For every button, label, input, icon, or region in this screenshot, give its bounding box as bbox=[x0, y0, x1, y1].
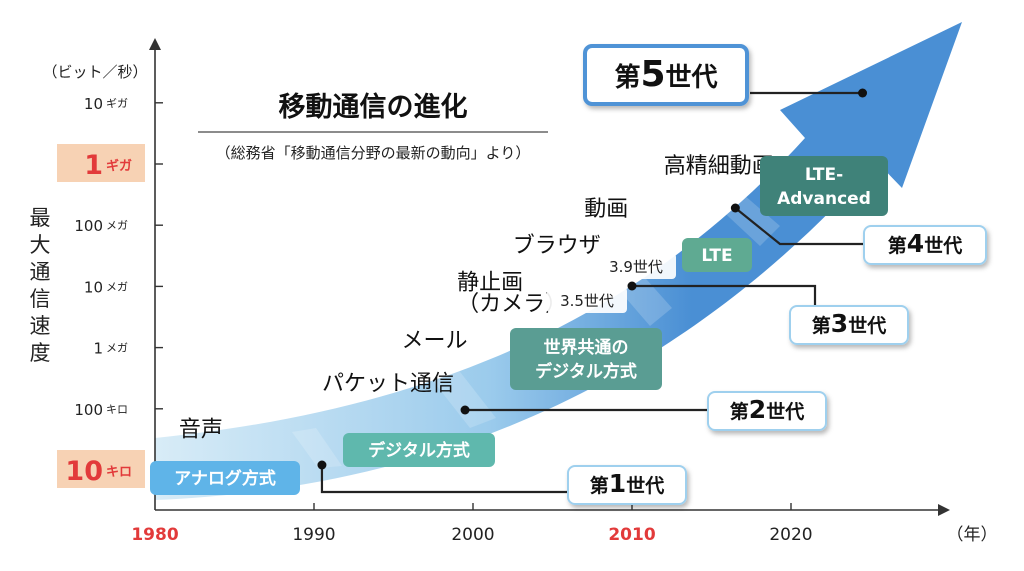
x-unit-label: （年） bbox=[947, 525, 998, 545]
y-tick-label: 10 メガ bbox=[84, 278, 128, 296]
generation-badge-bg bbox=[789, 305, 909, 345]
y-tick-label: 100 メガ bbox=[74, 217, 128, 235]
sub-generation-text: 3.9世代 bbox=[609, 258, 663, 276]
generation-badge: 第5世代 bbox=[583, 44, 749, 106]
chart-title-block: 移動通信の進化 （総務省「移動通信分野の最新の動向」より） bbox=[198, 92, 548, 162]
band-stripe bbox=[292, 428, 342, 468]
sub-generation-label: 3.5世代 bbox=[547, 287, 627, 313]
technology-badge-bg bbox=[150, 461, 300, 495]
y-tick-number: 1 bbox=[84, 150, 103, 181]
y-unit-label: （ビット／秒） bbox=[42, 63, 147, 81]
y-tick-unit: メガ bbox=[106, 280, 128, 293]
y-tick-unit: メガ bbox=[106, 219, 128, 232]
y-tick-unit: キロ bbox=[106, 403, 128, 416]
technology-label: デジタル方式 bbox=[535, 361, 637, 382]
application-label: ブラウザ bbox=[513, 234, 601, 259]
generation-label: 第5世代 bbox=[614, 54, 717, 95]
generation-leader-line bbox=[734, 207, 864, 246]
y-tick-highlight bbox=[57, 450, 145, 488]
application-label: 動画 bbox=[584, 197, 628, 222]
sub-generation-label: 3.9世代 bbox=[596, 253, 676, 279]
generation-label: 第4世代 bbox=[888, 229, 962, 258]
generation-anchor-dot bbox=[460, 405, 470, 415]
x-axis-arrowhead bbox=[938, 504, 950, 516]
generation-label: 第3世代 bbox=[812, 309, 886, 338]
generation-badge: 第4世代 bbox=[863, 225, 987, 265]
generation-anchor-dot bbox=[317, 460, 327, 470]
y-tick-label: 100 キロ bbox=[74, 401, 128, 419]
x-tick-label: 1990 bbox=[292, 525, 335, 545]
sub-generation-bg bbox=[547, 287, 627, 313]
generation-anchor-dot bbox=[858, 88, 868, 98]
y-tick-number: 10 bbox=[65, 456, 103, 487]
technology-label: LTE- bbox=[805, 165, 843, 185]
application-label: 音声 bbox=[179, 417, 223, 442]
y-tick-number: 1 bbox=[93, 340, 103, 358]
chart-subtitle: （総務省「移動通信分野の最新の動向」より） bbox=[216, 144, 531, 162]
application-label: 静止画 bbox=[457, 270, 523, 295]
technology-labels: アナログ方式デジタル方式世界共通のデジタル方式LTELTE-Advanced3.… bbox=[150, 156, 888, 495]
generation-labels: 第1世代 第2世代 第3世代 第4世代 第5世代 bbox=[567, 44, 987, 505]
generation-label: 第2世代 bbox=[730, 395, 804, 424]
application-label: パケット通信 bbox=[322, 371, 454, 396]
sub-generation-text: 3.5世代 bbox=[560, 292, 614, 310]
generation-badge-bg bbox=[583, 44, 749, 106]
y-tick-unit: ギガ bbox=[106, 97, 128, 110]
x-tick-label: 1980 bbox=[131, 525, 178, 545]
band-stripe bbox=[430, 368, 496, 428]
technology-label: 世界共通の bbox=[544, 338, 629, 358]
technology-badge: LTE bbox=[682, 238, 752, 272]
x-tick-label: 2000 bbox=[451, 525, 494, 545]
x-tick-label: 2010 bbox=[608, 525, 655, 545]
y-tick-label: 1 メガ bbox=[93, 340, 128, 358]
y-tick-label: 10 キロ bbox=[57, 450, 145, 488]
generation-anchor-dot bbox=[627, 281, 637, 291]
technology-badge: アナログ方式 bbox=[150, 461, 300, 495]
technology-label: Advanced bbox=[777, 189, 871, 209]
y-tick-number: 10 bbox=[84, 278, 103, 296]
generation-badge: 第1世代 bbox=[567, 465, 687, 505]
technology-label: アナログ方式 bbox=[174, 468, 276, 489]
y-tick-unit: ギガ bbox=[106, 158, 132, 174]
generation-anchor-dot bbox=[730, 203, 740, 213]
speed-arrow bbox=[155, 22, 962, 500]
chart-title: 移動通信の進化 bbox=[279, 92, 468, 123]
generation-badge-bg bbox=[863, 225, 987, 265]
technology-badge: LTE- Advanced bbox=[760, 156, 888, 216]
sub-generation-bg bbox=[596, 253, 676, 279]
technology-badge-bg bbox=[682, 238, 752, 272]
y-tick-label: 10 ギガ bbox=[84, 95, 128, 113]
technology-badge-bg bbox=[760, 156, 888, 216]
y-tick-label: 1 ギガ bbox=[57, 144, 145, 182]
application-label: メール bbox=[401, 329, 467, 354]
y-tick-number: 10 bbox=[84, 95, 103, 113]
y-axis-arrowhead bbox=[149, 38, 161, 50]
y-axis-label: 最大通信速度 bbox=[30, 206, 51, 365]
generation-leader-line bbox=[632, 284, 817, 306]
generation-badge: 第3世代 bbox=[789, 305, 909, 345]
y-tick-highlight bbox=[57, 144, 145, 182]
generation-leaders bbox=[317, 88, 868, 494]
technology-badge: デジタル方式 bbox=[343, 433, 495, 467]
y-tick-number: 100 bbox=[74, 401, 103, 419]
y-tick-unit: キロ bbox=[106, 465, 132, 480]
generation-leader-line bbox=[320, 465, 570, 494]
technology-badge-bg bbox=[343, 433, 495, 467]
technology-badge-bg bbox=[510, 328, 662, 390]
generation-badge: 第2世代 bbox=[707, 391, 827, 431]
generation-label: 第1世代 bbox=[590, 469, 664, 498]
generation-badge-bg bbox=[707, 391, 827, 431]
x-tick-label: 2020 bbox=[769, 525, 812, 545]
y-tick-number: 100 bbox=[74, 217, 103, 235]
technology-label: デジタル方式 bbox=[368, 440, 470, 461]
application-label: 高精細動画 bbox=[664, 154, 774, 179]
technology-label: LTE bbox=[701, 246, 732, 266]
generation-badge-bg bbox=[567, 465, 687, 505]
y-tick-unit: メガ bbox=[106, 342, 128, 355]
